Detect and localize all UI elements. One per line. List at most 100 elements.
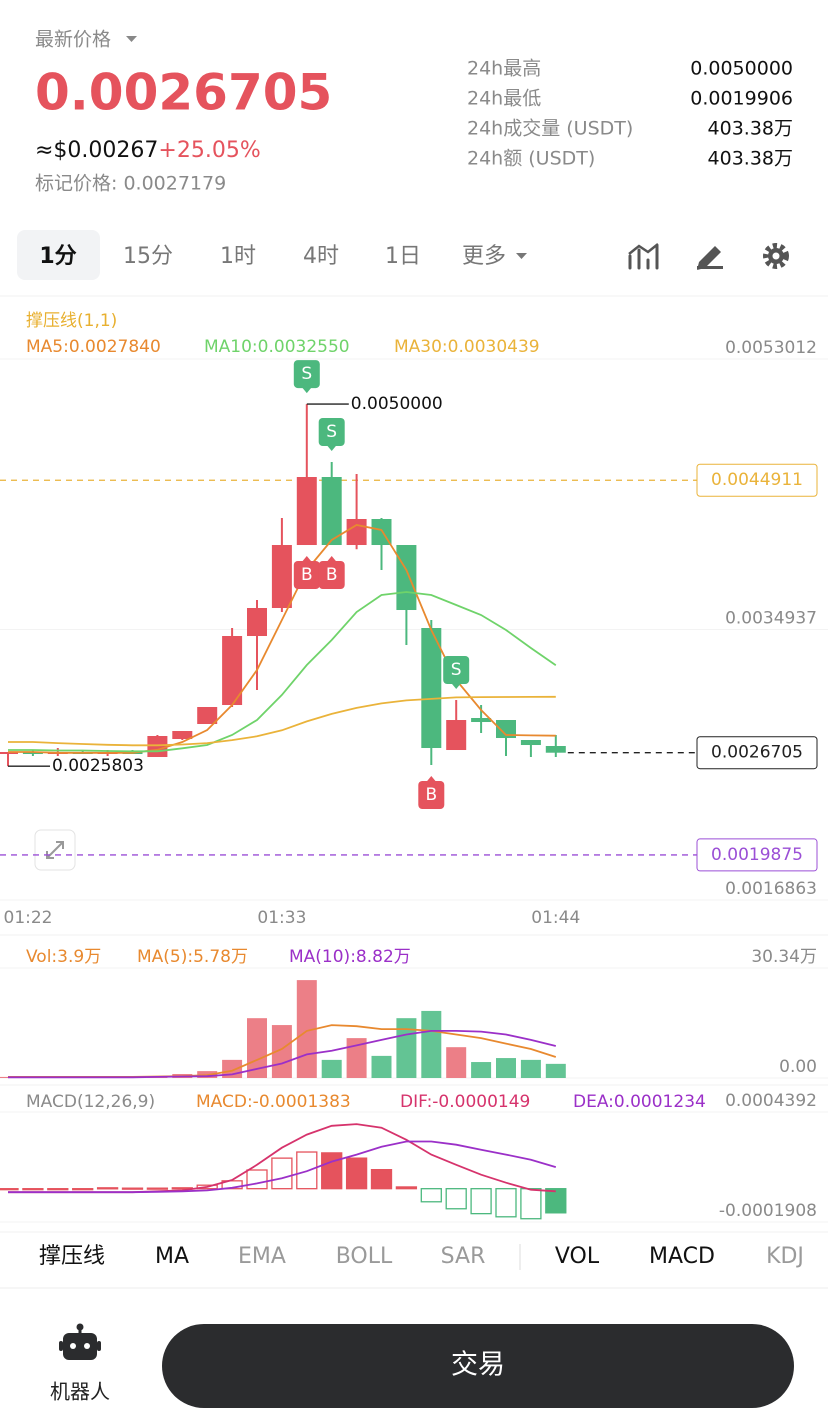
candle-body [222,636,243,706]
indicator-tab[interactable]: SAR [441,1244,486,1269]
trade-marker [293,561,320,590]
candle-body [346,518,367,546]
candle-body [0,752,18,755]
trade-label: S [451,660,462,680]
legend-item: MA(5):5.78万 [137,947,248,967]
trade-pointer [326,444,337,451]
stat-label: 24h额 (USDT) [467,148,595,170]
legend-item: MACD:-0.0001383 [196,1092,351,1112]
trade-marker [293,360,320,389]
dropdown-arrow [126,36,137,42]
macd-bar [345,1157,368,1190]
legend-item: Vol:3.9万 [26,947,101,967]
robot-icon[interactable] [59,1323,101,1361]
candle-body [496,720,516,739]
active-tab-bg [17,230,100,280]
indicator-tab[interactable]: BOLL [336,1244,393,1269]
volume-bar [520,1059,541,1078]
interval-tab[interactable]: 1日 [385,244,421,269]
macd-bar [246,1169,268,1190]
candle-body [296,477,317,546]
trade-label: B [425,785,437,805]
trade-pointer [301,556,312,563]
indicator-tab[interactable]: VOL [555,1244,600,1269]
usd-price: ≈$0.00267 [35,138,158,163]
interval-tab[interactable]: 4时 [303,244,339,269]
interval-tab[interactable]: 1时 [220,244,256,269]
extreme-label: 0.0025803 [52,756,144,776]
robot-label[interactable]: 机器人 [50,1380,110,1404]
interval-tab[interactable]: 1分 [39,244,76,269]
macd-bar [146,1187,169,1190]
settings-icon[interactable] [763,243,789,269]
volume-bar [396,1018,417,1078]
legend-item: MA10:0.0032550 [204,337,350,357]
trade-button[interactable] [162,1324,794,1408]
indicator-tab[interactable]: 撑压线 [39,1244,105,1269]
y-tick-label: 0.0034937 [725,609,817,629]
trade-pointer [451,683,462,690]
extreme-label: 0.0050000 [351,394,443,414]
price-level-box [696,463,818,497]
candle-body [247,608,267,637]
macd-bar [420,1188,442,1203]
price-label[interactable]: 最新价格 [35,29,111,51]
trade-marker [418,781,445,810]
stat-value: 403.38万 [708,148,793,170]
stat-label: 24h最高 [467,58,541,80]
chart-type-icon[interactable] [628,243,659,270]
macd-bar [47,1188,69,1191]
candle-body [197,707,218,725]
volume-bar [321,1059,342,1078]
indicator-tab[interactable]: MA [155,1244,189,1269]
interval-tab[interactable]: 15分 [123,244,173,269]
candle-body [147,736,168,758]
macd-bar [395,1186,418,1190]
macd-bar [545,1188,567,1214]
line-series [8,695,556,747]
legend-item: DIF:-0.0000149 [400,1092,530,1112]
expand-button[interactable] [34,829,76,871]
macd-bar [470,1188,492,1215]
y-tick-label: 30.34万 [751,947,817,967]
trade-marker [318,417,345,446]
macd-bar [72,1188,94,1191]
x-tick-label: 01:33 [257,908,306,928]
trade-label[interactable]: 交易 [451,1350,505,1381]
trade-marker [318,561,345,590]
price-level-box [696,838,818,872]
candle-body [396,545,417,611]
more-arrow [516,253,527,259]
draw-icon[interactable] [697,246,723,270]
price-level-label: 0.0019875 [711,845,803,865]
line-series [8,1140,557,1194]
mark-price: 标记价格: 0.0027179 [35,173,226,195]
stat-label: 24h最低 [467,88,541,110]
trade-pointer [426,776,437,783]
usd-line: ≈$0.00267+25.05% [35,138,261,163]
volume-bar [371,1055,392,1078]
legend-item: DEA:0.0001234 [573,1092,706,1112]
indicator-title: MACD(12,26,9) [26,1092,155,1112]
legend-item: MA5:0.0027840 [26,337,161,357]
trade-label: S [301,364,312,384]
candle-body [520,740,541,746]
y-tick-label: -0.0001908 [719,1201,817,1221]
legend-item: MA30:0.0030439 [394,337,540,357]
macd-bar [121,1187,144,1190]
trade-pointer [326,556,337,563]
line-series [8,1030,557,1079]
indicator-tab[interactable]: MACD [649,1244,715,1269]
indicator-tab[interactable]: EMA [238,1244,286,1269]
trade-marker [443,656,470,685]
trade-label: S [326,422,337,442]
indicator-title: 撑压线(1,1) [26,311,117,331]
y-tick-label: 0.0016863 [725,879,817,899]
macd-bar [271,1157,293,1190]
volume-bar [545,1063,566,1078]
price-level-box [696,736,818,770]
macd-bar [0,1188,19,1191]
interval-tab[interactable]: 更多 [462,244,506,269]
indicator-tab[interactable]: KDJ [766,1244,804,1269]
